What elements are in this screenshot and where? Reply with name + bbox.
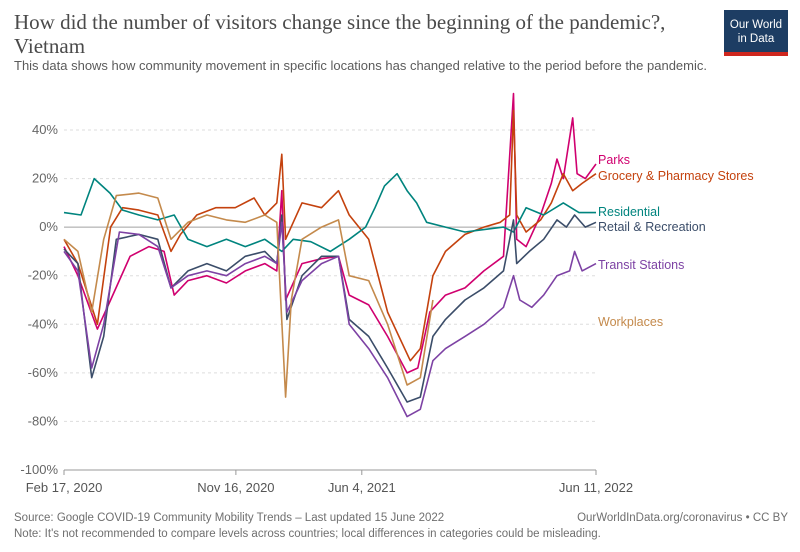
source-note: Source: Google COVID-19 Community Mobili… [14,512,445,524]
y-tick-label: -20% [28,268,59,283]
logo-accent-bar [724,52,788,56]
legend-label: Retail & Recreation [598,220,706,234]
x-tick-label: Feb 17, 2020 [26,480,103,495]
logo-line-2: in Data [737,33,775,45]
logo-line-1: Our World [729,19,783,31]
x-tick-label: Nov 16, 2020 [197,480,274,495]
y-tick-label: 40% [32,122,58,137]
y-tick-label: 20% [32,171,58,186]
y-tick-label: 0% [39,219,58,234]
y-tick-label: -40% [28,316,59,331]
series-line-transit-stations [63,221,597,418]
x-tick-label: Jun 11, 2022 [559,480,633,495]
comparison-note: Note: It's not recommended to compare le… [14,528,601,540]
chart-title: How did the number of visitors change si… [14,10,666,58]
legend-label: Workplaces [598,315,663,329]
legend-label: Transit Stations [598,258,684,272]
legend-label: Residential [598,205,660,219]
y-tick-label: -60% [28,365,59,380]
series-line-workplaces [63,192,434,398]
series-line-grocery-pharmacy-stores [63,109,597,362]
series-line-parks [63,92,597,374]
credit-link[interactable]: OurWorldInData.org/coronavirus • CC BY [577,512,788,524]
legend-label: Grocery & Pharmacy Stores [598,169,754,183]
chart-subtitle: This data shows how community movement i… [14,58,707,73]
y-tick-label: -80% [28,413,59,428]
owid-logo[interactable]: Our World in Data [724,10,788,56]
series-line-residential [63,172,596,253]
legend-label: Parks [598,153,630,167]
series-line-retail-recreation [63,214,597,403]
x-tick-label: Jun 4, 2021 [328,480,396,495]
y-tick-label: -100% [20,462,58,477]
